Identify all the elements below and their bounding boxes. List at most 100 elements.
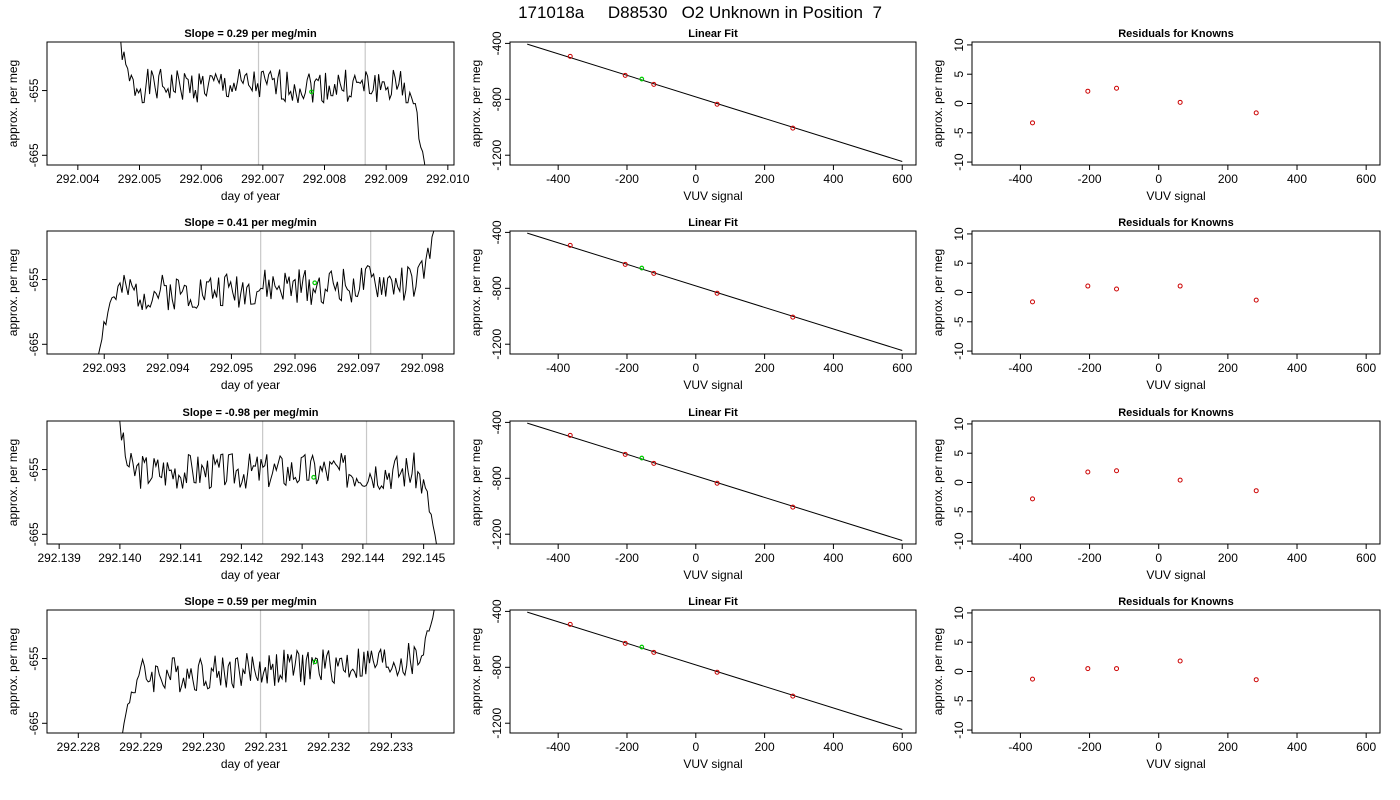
x-tick-label: 0 [1155, 361, 1162, 375]
panel-1-3: Residuals for Knowns -400 -200 0 200 400 600 VU… [931, 28, 1381, 203]
known-point [790, 693, 796, 699]
x-tick-label: -400 [546, 551, 570, 565]
panel-title: Linear Fit [688, 217, 738, 229]
x-tick-label: -400 [546, 361, 570, 375]
x-tick-label: -400 [1008, 172, 1032, 186]
known-point [1253, 297, 1259, 303]
panel-2-2: Linear Fit -400 -200 0 200 400 600 VUV signal -4… [469, 217, 917, 392]
x-tick-label: 0 [692, 740, 699, 754]
panel-title: Linear Fit [688, 407, 738, 419]
x-tick-label: 292.007 [241, 172, 285, 186]
x-tick-label: 0 [1155, 740, 1162, 754]
known-point [1177, 99, 1183, 105]
x-tick-label: 0 [692, 361, 699, 375]
x-tick-label: -400 [546, 740, 570, 754]
y-tick-label: 0 [952, 289, 966, 296]
x-tick-label: 292.009 [364, 172, 408, 186]
known-point [1030, 676, 1036, 682]
panel-4-2: Linear Fit -400 -200 0 200 400 600 VUV signal -4… [469, 596, 917, 771]
x-tick-label: 0 [692, 172, 699, 186]
x-tick-label: -200 [1078, 551, 1102, 565]
x-tick-label: 292.008 [303, 172, 347, 186]
y-tick-label: -800 [490, 655, 504, 679]
known-point [1253, 110, 1259, 116]
y-tick-label: 5 [952, 450, 966, 457]
y-tick-label: -400 [490, 410, 504, 434]
known-point [1177, 283, 1183, 289]
x-tick-label: -200 [1078, 361, 1102, 375]
x-tick-label: 400 [1287, 740, 1307, 754]
y-tick-label: -665 [27, 143, 41, 167]
panel-title: Residuals for Knowns [1118, 217, 1234, 229]
unknown-point [309, 89, 314, 95]
plot-frame [971, 41, 1381, 166]
y-axis-label: approx. per meg [931, 249, 945, 336]
x-tick-label: 600 [1356, 172, 1376, 186]
x-tick-label: -200 [615, 361, 639, 375]
known-point [714, 290, 720, 296]
y-tick-label: -655 [27, 646, 41, 670]
x-axis-label: VUV signal [683, 568, 742, 582]
x-tick-label: 200 [1218, 740, 1238, 754]
panel-3-2: Linear Fit -400 -200 0 200 400 600 VUV signal -4… [469, 407, 917, 582]
x-tick-label: 600 [1356, 551, 1376, 565]
y-tick-label: 0 [952, 100, 966, 107]
known-point [567, 621, 573, 627]
x-tick-label: -400 [1008, 551, 1032, 565]
y-axis-label: approx. per meg [6, 439, 20, 526]
known-point [1114, 666, 1120, 672]
x-tick-label: 200 [1218, 172, 1238, 186]
y-tick-label: 5 [952, 71, 966, 78]
known-point [567, 53, 573, 59]
known-point [1085, 283, 1091, 289]
x-tick-label: 400 [1287, 361, 1307, 375]
x-axis-label: VUV signal [683, 189, 742, 203]
y-tick-label: -1200 [490, 329, 504, 360]
x-axis-label: day of year [221, 189, 280, 203]
unknown-point [311, 474, 317, 480]
known-point [1253, 488, 1259, 494]
y-tick-label: -400 [490, 31, 504, 55]
x-tick-label: 292.141 [159, 551, 203, 565]
x-tick-label: -200 [1078, 740, 1102, 754]
x-tick-label: 292.144 [341, 551, 385, 565]
x-tick-label: 292.233 [370, 740, 414, 754]
data-trace [120, 42, 426, 165]
panel-title: Linear Fit [688, 28, 738, 40]
y-axis-label: approx. per meg [931, 439, 945, 526]
x-axis-label: VUV signal [1146, 378, 1205, 392]
x-axis-label: day of year [221, 757, 280, 771]
known-point [1030, 496, 1036, 502]
y-tick-label: -655 [27, 267, 41, 291]
x-tick-label: 292.143 [280, 551, 324, 565]
x-tick-label: 200 [755, 361, 775, 375]
y-tick-label: -655 [27, 457, 41, 481]
known-point [714, 101, 720, 107]
x-tick-label: 292.096 [273, 361, 317, 375]
y-tick-label: -5 [952, 695, 966, 706]
page-title: 171018a D88530 O2 Unknown in Position 7 [518, 3, 882, 22]
y-tick-label: -1200 [490, 519, 504, 550]
y-tick-label: -10 [952, 721, 966, 739]
y-axis-label: approx. per meg [469, 628, 483, 715]
panel-title: Residuals for Knowns [1118, 596, 1234, 608]
plot-frame [509, 609, 917, 734]
y-tick-label: 5 [952, 639, 966, 646]
data-trace [122, 610, 435, 733]
x-tick-label: 292.228 [57, 740, 101, 754]
y-tick-label: -5 [952, 316, 966, 327]
x-axis-label: day of year [221, 378, 280, 392]
known-point [567, 242, 573, 248]
plot-frame [971, 230, 1381, 355]
x-tick-label: 292.230 [182, 740, 226, 754]
known-point [651, 270, 657, 276]
known-point [567, 432, 573, 438]
y-tick-label: -1200 [490, 140, 504, 171]
x-tick-label: -200 [615, 740, 639, 754]
data-trace [98, 231, 435, 354]
panel-title: Linear Fit [688, 596, 738, 608]
x-tick-label: 292.142 [220, 551, 264, 565]
y-tick-label: -400 [490, 599, 504, 623]
known-point [1253, 677, 1259, 683]
panel-title: Residuals for Knowns [1118, 28, 1234, 40]
